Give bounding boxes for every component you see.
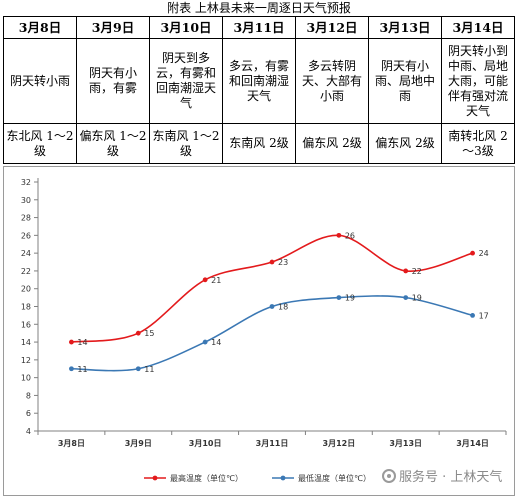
- wind-cell: 偏东风 1～2级: [76, 123, 150, 164]
- data-label: 22: [412, 267, 422, 276]
- weather-cell: 阴天有小雨，有雾: [76, 38, 150, 124]
- data-point: [135, 330, 141, 336]
- temperature-chart: 4 6 8 10 12 14 16 18 20 22 24 26 28 30 32 3月8日 3月9日 3月10日…: [3, 166, 515, 496]
- y-tick-label: 14: [21, 338, 31, 347]
- data-label: 11: [144, 365, 154, 374]
- y-tick-label: 4: [26, 427, 31, 436]
- data-point: [403, 268, 409, 274]
- x-tick-label: 3月14日: [456, 439, 489, 448]
- watermark: 服务号 · 上林天气: [382, 466, 502, 485]
- weather-cell: 阴天转小雨: [3, 38, 77, 124]
- y-tick-label: 20: [21, 285, 31, 294]
- forecast-table: 3月8日 3月9日 3月10日 3月11日 3月12日 3月13日 3月14日 …: [3, 16, 515, 164]
- wind-cell: 东南风 1～2级: [149, 123, 223, 164]
- x-tick-label: 3月13日: [389, 439, 422, 448]
- data-point: [202, 277, 208, 283]
- data-label: 18: [278, 303, 288, 312]
- data-label: 11: [77, 365, 87, 374]
- x-tick-label: 3月9日: [125, 439, 152, 448]
- data-point: [336, 295, 342, 301]
- legend-label: 最高温度（单位℃）: [170, 473, 243, 483]
- watermark-text: 服务号 · 上林天气: [399, 470, 503, 485]
- y-tick-label: 12: [21, 356, 31, 365]
- weather-cell: 阴天有小雨、局地中雨: [368, 38, 442, 124]
- x-tick-label: 3月12日: [323, 439, 356, 448]
- data-point: [470, 250, 475, 256]
- data-point: [336, 232, 342, 238]
- data-point: [403, 295, 409, 301]
- weather-cell: 阴天转小到中雨、局地大雨，可能伴有强对流天气: [441, 38, 515, 124]
- data-label: 14: [77, 338, 87, 347]
- data-point: [202, 339, 208, 345]
- date-cell: 3月13日: [368, 16, 442, 39]
- data-label: 15: [144, 329, 154, 338]
- legend-marker: [152, 475, 158, 481]
- data-point: [470, 312, 475, 318]
- legend-marker: [280, 475, 286, 481]
- x-tick-label: 3月8日: [58, 439, 85, 448]
- wechat-service-icon: [382, 469, 396, 483]
- y-tick-label: 26: [21, 231, 31, 240]
- series-line-0: [71, 234, 473, 343]
- wind-cell: 东北风 1～2级: [3, 123, 77, 164]
- data-label: 14: [211, 338, 221, 347]
- wind-cell: 偏东风 2级: [295, 123, 369, 164]
- date-cell: 3月11日: [222, 16, 296, 39]
- data-point: [69, 339, 74, 345]
- date-cell: 3月10日: [149, 16, 223, 39]
- weather-cell: 多云转阴天、大部有小雨: [295, 38, 369, 124]
- y-tick-label: 8: [26, 391, 31, 400]
- date-cell: 3月9日: [76, 16, 150, 39]
- data-point: [269, 304, 275, 309]
- wind-cell: 东南风 2级: [222, 123, 296, 164]
- y-tick-label: 22: [21, 267, 31, 276]
- x-tick-label: 3月10日: [189, 439, 222, 448]
- y-tick-label: 28: [21, 214, 31, 223]
- data-label: 24: [479, 249, 489, 258]
- legend-label: 最低温度（单位℃）: [298, 473, 371, 483]
- data-label: 17: [479, 311, 489, 320]
- data-label: 19: [345, 294, 355, 303]
- data-label: 26: [345, 231, 355, 240]
- y-tick-label: 10: [21, 374, 31, 383]
- y-tick-label: 18: [21, 303, 31, 312]
- date-cell: 3月8日: [3, 16, 77, 39]
- wind-cell: 偏东风 2级: [368, 123, 442, 164]
- data-label: 19: [412, 294, 422, 303]
- y-tick-label: 24: [21, 249, 31, 258]
- date-cell: 3月14日: [441, 16, 515, 39]
- y-tick-label: 16: [21, 320, 31, 329]
- date-cell: 3月12日: [295, 16, 369, 39]
- y-tick-label: 32: [21, 178, 31, 187]
- page-title: 附表 上林县未来一周逐日天气预报: [167, 1, 351, 15]
- data-point: [135, 366, 141, 372]
- data-label: 23: [278, 258, 288, 267]
- weather-cell: 阴天到多云，有雾和回南潮湿天气: [149, 38, 223, 124]
- data-point: [269, 259, 275, 265]
- wind-cell: 南转北风 2～3级: [441, 123, 515, 164]
- y-tick-label: 30: [21, 196, 31, 205]
- weather-cell: 多云，有雾和回南潮湿天气: [222, 38, 296, 124]
- y-tick-label: 6: [26, 409, 31, 418]
- data-label: 21: [211, 276, 221, 285]
- temperature-chart-svg: 4 6 8 10 12 14 16 18 20 22 24 26 28 30 32 3月8日 3月9日 3月10日…: [21, 178, 507, 483]
- data-point: [69, 366, 74, 372]
- x-tick-label: 3月11日: [256, 439, 289, 448]
